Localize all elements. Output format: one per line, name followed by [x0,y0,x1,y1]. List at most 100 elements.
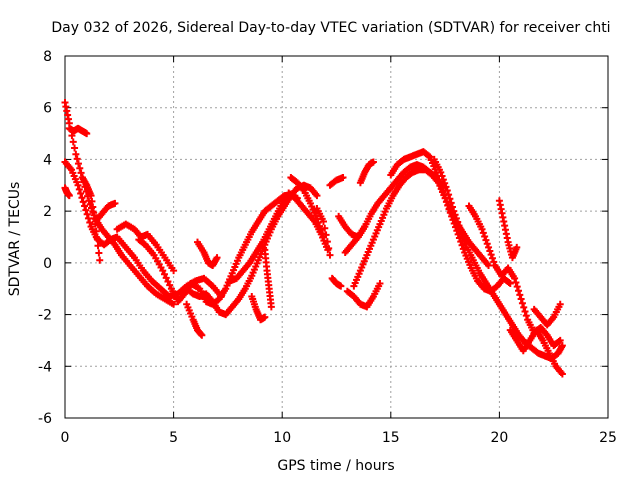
data-point [556,336,564,344]
data-point [450,207,458,215]
series-track-14 [261,246,275,311]
series-track-11 [193,238,221,269]
x-tick-label: 20 [490,430,508,446]
data-point [442,183,450,191]
series-track-29 [530,300,564,329]
data-point [369,158,377,166]
series-track-3 [61,184,73,200]
data-point [486,247,494,255]
series-track-7 [113,220,178,275]
y-tick-label: 4 [43,152,52,168]
series-track-28 [506,326,566,378]
y-tick-label: -6 [38,411,52,427]
data-point [462,240,470,248]
series-track-21 [350,166,514,295]
data-point [261,313,269,321]
y-tick-label: 8 [43,49,52,65]
data-point [323,238,331,246]
data-point [170,267,178,275]
data-point [74,160,82,168]
data-point [72,150,80,158]
data-point [316,222,324,230]
data-point [164,277,172,285]
data-point [446,195,454,203]
data-point [447,199,455,207]
data-point [483,240,491,248]
data-point [513,243,521,251]
data-point [512,279,520,287]
data-point [69,138,77,146]
data-point [86,219,94,227]
x-tick-label: 15 [382,430,400,446]
data-point [111,199,119,207]
data-point [506,280,514,288]
y-axis-label: SDTVAR / TECUs [7,182,23,297]
data-point [451,211,459,219]
data-point [460,236,468,244]
data-point [479,229,487,237]
data-point [93,235,101,243]
data-point [95,249,103,257]
y-tick-label: -4 [38,359,52,375]
data-point [325,244,333,252]
data-point [322,231,330,239]
data-point [339,174,347,182]
data-point [487,251,495,259]
data-point [452,214,460,222]
data-point [170,300,178,308]
data-point [485,243,493,251]
data-point [82,206,90,214]
data-point [166,281,174,289]
series-track-10 [183,300,206,339]
plot-frame [64,55,609,419]
data-point [511,274,519,282]
data-point [441,179,449,187]
data-point [160,270,168,278]
data-point [213,254,221,262]
data-point [558,370,566,378]
data-point [455,222,463,230]
data-point [78,194,86,202]
data-point [92,227,100,235]
y-tick-label: 2 [43,204,52,220]
data-point [162,274,170,282]
data-point [81,202,89,210]
series-track-17 [326,174,347,189]
data-point [337,282,345,290]
data-point [488,254,496,262]
data-point [485,261,493,269]
data-point [448,203,456,211]
series-track-13 [248,292,269,324]
data-point [520,303,528,311]
data-point [319,217,327,225]
data-point [458,229,466,237]
series-track-18 [328,274,345,290]
data-point [482,236,490,244]
data-point [314,219,322,227]
data-point [454,218,462,226]
data-point [87,204,95,212]
data-point [443,186,451,194]
grid-lines [65,56,608,418]
data-point [83,210,91,218]
data-point [522,312,530,320]
data-point [555,337,563,345]
x-tick-label: 10 [273,430,291,446]
data-point [521,307,529,315]
x-tick-label: 5 [169,430,178,446]
data-point [437,168,445,176]
y-tick-label: -2 [38,308,52,324]
data-point [517,295,525,303]
data-point [84,214,92,222]
x-axis-label: GPS time / hours [277,458,394,474]
series-track-12 [226,189,332,285]
series-track-5 [78,174,104,264]
data-point [515,287,523,295]
data-point [83,130,91,138]
data-point [456,225,464,233]
data-point [505,279,513,287]
data-point [198,331,206,339]
data-points [61,99,566,378]
data-point [71,144,79,152]
data-point [516,291,524,299]
